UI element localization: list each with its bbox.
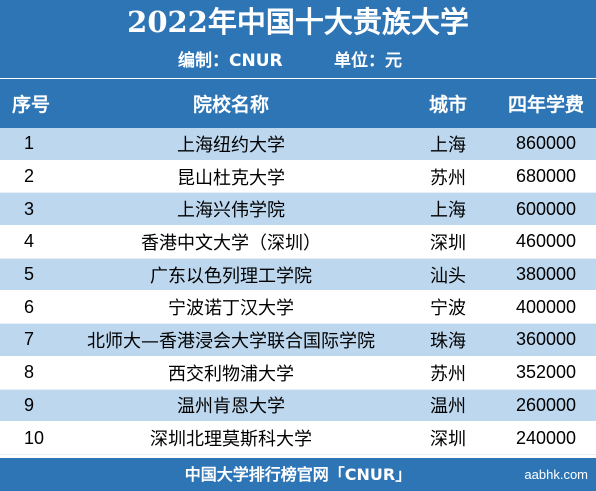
table-row: 5 广东以色列理工学院 汕头 380000	[0, 258, 596, 292]
column-header-rank: 序号	[11, 94, 50, 116]
table-row: 7 北师大—香港浸会大学联合国际学院 珠海 360000	[0, 324, 596, 357]
fee-cell: 860000	[515, 133, 577, 154]
rank-cell: 6	[24, 296, 35, 317]
city-cell: 苏州	[430, 363, 466, 385]
city-cell: 汕头	[430, 265, 466, 287]
fee-cell: 360000	[515, 329, 577, 350]
city-cell: 温州	[430, 396, 466, 418]
name-cell: 温州肯恩大学	[177, 396, 285, 418]
fee-cell: 380000	[515, 264, 577, 285]
name-cell: 西交利物浦大学	[168, 363, 294, 385]
watermark-text: aabhk.com	[524, 467, 588, 482]
editor-label: 编制：CNUR	[178, 51, 283, 71]
name-cell: 昆山杜克大学	[177, 167, 285, 189]
column-header-name: 院校名称	[192, 94, 269, 116]
rank-cell: 2	[24, 166, 35, 187]
unit-label: 单位：元	[334, 51, 402, 71]
rank-cell: 1	[24, 133, 35, 154]
table-row: 8 西交利物浦大学 苏州 352000	[0, 356, 596, 390]
table-row: 2 昆山杜克大学 苏州 680000	[0, 160, 596, 194]
name-cell: 宁波诺丁汉大学	[168, 298, 294, 320]
city-cell: 深圳	[430, 429, 466, 451]
column-header-city: 城市	[428, 94, 467, 116]
city-cell: 上海	[430, 134, 466, 156]
page-title: 2022年中国十大贵族大学	[0, 0, 596, 45]
city-cell: 上海	[430, 200, 466, 222]
table-row: 1 上海纽约大学 上海 860000	[0, 128, 596, 161]
name-cell: 香港中文大学（深圳）	[141, 232, 321, 254]
column-header-fee: 四年学费	[507, 94, 584, 116]
table-row: 9 温州肯恩大学 温州 260000	[0, 389, 596, 423]
rank-cell: 4	[24, 231, 35, 252]
footer-text: 中国大学排行榜官网「CNUR」	[184, 465, 412, 484]
table-row: 4 香港中文大学（深圳） 深圳 460000	[0, 226, 596, 259]
fee-cell: 460000	[515, 231, 577, 252]
fee-cell: 260000	[515, 394, 577, 415]
name-cell: 上海纽约大学	[177, 134, 285, 156]
fee-cell: 680000	[515, 166, 577, 187]
name-cell: 深圳北理莫斯科大学	[150, 429, 312, 451]
fee-cell: 400000	[515, 296, 577, 317]
name-cell: 上海兴伟学院	[177, 200, 285, 222]
footer-bar: 中国大学排行榜官网「CNUR」 aabhk.com	[0, 458, 596, 491]
name-cell: 北师大—香港浸会大学联合国际学院	[87, 330, 375, 352]
table-body: 1 上海纽约大学 上海 860000 2 昆山杜克大学 苏州 680000 3 …	[0, 128, 596, 455]
table-row: 6 宁波诺丁汉大学 宁波 400000	[0, 291, 596, 325]
rank-cell: 10	[24, 427, 45, 448]
name-cell: 广东以色列理工学院	[150, 265, 312, 287]
rank-cell: 9	[24, 394, 35, 415]
fee-cell: 600000	[515, 198, 577, 219]
city-cell: 宁波	[430, 298, 466, 320]
rank-cell: 7	[24, 329, 35, 350]
city-cell: 苏州	[430, 167, 466, 189]
subtitle-bar: 编制：CNUR 单位：元	[0, 45, 596, 78]
rank-cell: 5	[24, 264, 35, 285]
city-cell: 珠海	[430, 330, 466, 352]
table-row: 3 上海兴伟学院 上海 600000	[0, 193, 596, 227]
rank-cell: 8	[24, 362, 35, 383]
rank-cell: 3	[24, 198, 35, 219]
table-header: 序号 院校名称 城市 四年学费	[0, 78, 596, 128]
fee-cell: 352000	[515, 362, 577, 383]
fee-cell: 240000	[515, 427, 577, 448]
table-row: 10 深圳北理莫斯科大学 深圳 240000	[0, 422, 596, 455]
city-cell: 深圳	[430, 232, 466, 254]
